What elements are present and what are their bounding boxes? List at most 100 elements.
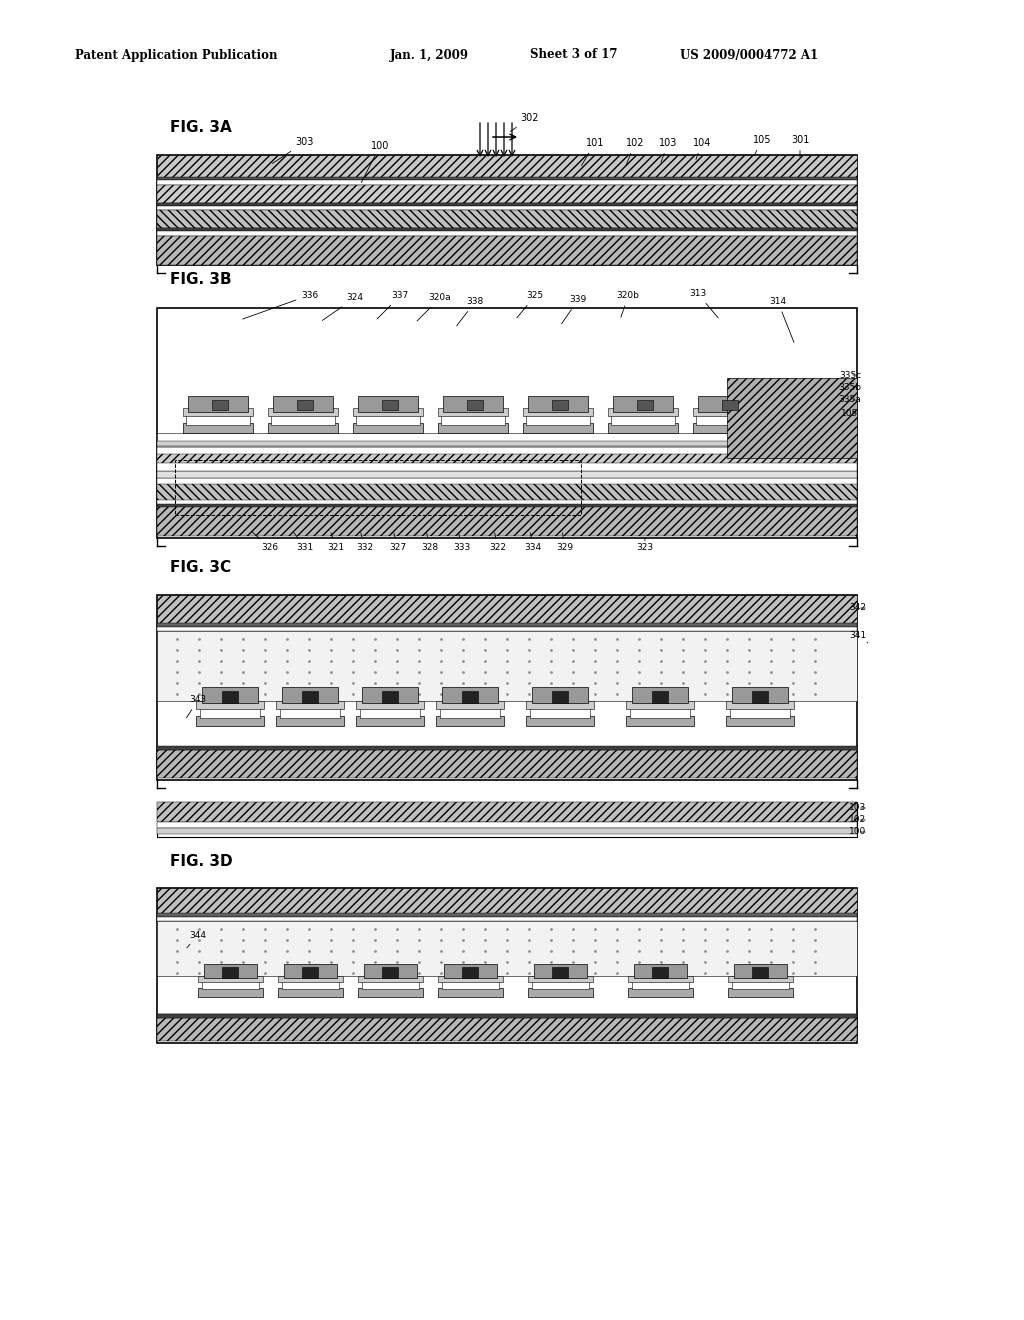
Bar: [693, 408, 763, 416]
Bar: [157, 206, 857, 210]
Bar: [528, 975, 593, 982]
Bar: [157, 503, 857, 507]
Text: 336: 336: [243, 290, 318, 319]
Text: FIG. 3D: FIG. 3D: [170, 854, 232, 870]
Bar: [530, 706, 590, 718]
Text: 302: 302: [510, 114, 540, 132]
Bar: [440, 706, 500, 718]
Text: US 2009/0004772 A1: US 2009/0004772 A1: [680, 49, 818, 62]
Bar: [438, 987, 503, 997]
Bar: [157, 441, 857, 446]
Bar: [157, 453, 857, 473]
Bar: [157, 177, 857, 180]
Bar: [462, 690, 478, 704]
Bar: [157, 154, 857, 265]
Text: 329: 329: [556, 533, 573, 553]
Bar: [523, 408, 593, 416]
Bar: [523, 422, 593, 433]
Bar: [202, 686, 258, 704]
Bar: [526, 715, 594, 726]
Text: 303: 303: [272, 137, 314, 164]
Bar: [632, 979, 689, 989]
Bar: [552, 400, 568, 411]
Bar: [157, 463, 857, 471]
Bar: [273, 396, 333, 412]
Text: 314: 314: [769, 297, 794, 342]
Bar: [382, 968, 398, 978]
Text: 324: 324: [323, 293, 364, 321]
Bar: [442, 979, 499, 989]
Bar: [637, 400, 653, 411]
Text: 100: 100: [849, 828, 866, 837]
Text: 321: 321: [328, 533, 344, 553]
Bar: [436, 701, 504, 709]
Bar: [157, 822, 857, 828]
Bar: [268, 408, 338, 416]
Bar: [734, 964, 787, 978]
Bar: [157, 623, 857, 627]
Bar: [728, 975, 793, 982]
Bar: [157, 498, 857, 504]
Bar: [157, 762, 857, 767]
Bar: [698, 396, 758, 412]
Bar: [157, 477, 857, 480]
Bar: [196, 701, 264, 709]
Bar: [280, 706, 340, 718]
Bar: [652, 690, 668, 704]
Text: 343: 343: [186, 696, 207, 718]
Text: Patent Application Publication: Patent Application Publication: [75, 49, 278, 62]
Bar: [157, 480, 857, 500]
Bar: [268, 422, 338, 433]
Bar: [202, 979, 259, 989]
Bar: [628, 975, 693, 982]
Bar: [630, 706, 690, 718]
Text: 301: 301: [791, 135, 809, 157]
Bar: [282, 979, 339, 989]
Bar: [271, 413, 335, 425]
Bar: [157, 228, 857, 231]
Text: 102: 102: [850, 816, 866, 825]
Bar: [438, 422, 508, 433]
Bar: [175, 459, 581, 515]
Bar: [730, 706, 790, 718]
Bar: [552, 968, 568, 978]
Bar: [382, 400, 398, 411]
Bar: [157, 748, 857, 755]
Bar: [183, 408, 253, 416]
Text: 335a: 335a: [839, 396, 861, 404]
Bar: [212, 400, 228, 411]
Bar: [356, 701, 424, 709]
Bar: [726, 715, 794, 726]
Bar: [652, 968, 668, 978]
Bar: [362, 686, 418, 704]
Bar: [356, 413, 420, 425]
Bar: [732, 686, 788, 704]
Bar: [696, 413, 760, 425]
Bar: [157, 1014, 857, 1018]
Bar: [278, 975, 343, 982]
Bar: [552, 690, 568, 704]
Bar: [157, 154, 857, 177]
Text: FIG. 3C: FIG. 3C: [170, 561, 231, 576]
Text: 323: 323: [637, 539, 653, 553]
Text: 342: 342: [850, 603, 866, 612]
Text: 325: 325: [517, 292, 544, 318]
Text: 328: 328: [422, 533, 438, 553]
Bar: [353, 422, 423, 433]
Bar: [438, 408, 508, 416]
Bar: [157, 308, 857, 539]
Bar: [157, 803, 857, 822]
Bar: [360, 706, 420, 718]
Bar: [532, 686, 588, 704]
Bar: [626, 701, 694, 709]
Bar: [356, 715, 424, 726]
Bar: [157, 746, 857, 750]
Bar: [532, 979, 589, 989]
Bar: [358, 987, 423, 997]
Text: 102: 102: [626, 139, 644, 165]
Bar: [436, 715, 504, 726]
Bar: [157, 1014, 857, 1020]
Bar: [157, 888, 857, 1043]
Bar: [353, 408, 423, 416]
Text: 337: 337: [377, 292, 409, 319]
